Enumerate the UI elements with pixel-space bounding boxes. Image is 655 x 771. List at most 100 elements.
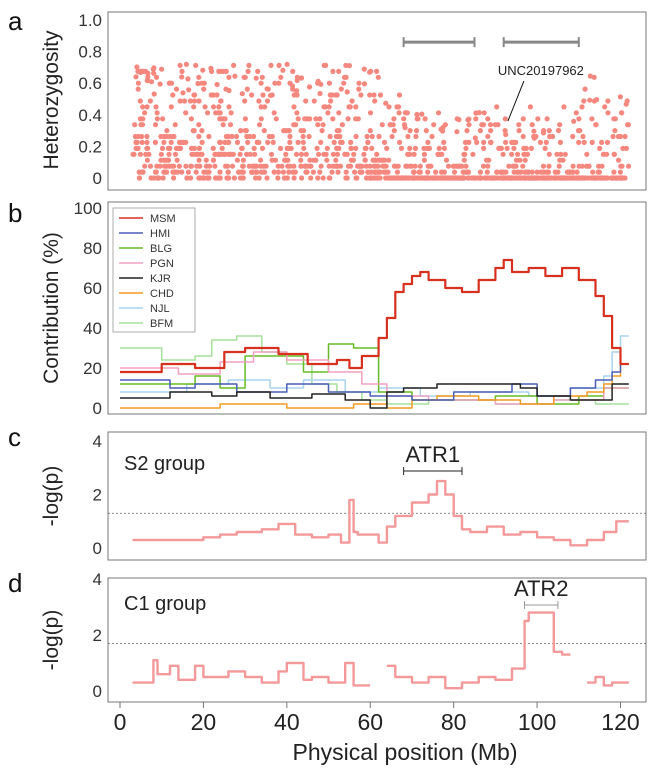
heterozygosity-dot (556, 163, 562, 169)
heterozygosity-dot (263, 163, 269, 169)
heterozygosity-dot (303, 98, 309, 104)
heterozygosity-dot (196, 145, 202, 151)
heterozygosity-dot (442, 122, 448, 128)
heterozygosity-dot (271, 110, 277, 116)
heterozygosity-dot (326, 163, 332, 169)
heterozygosity-dot (363, 145, 369, 151)
heterozygosity-dot (520, 163, 526, 169)
heterozygosity-dot (170, 133, 176, 140)
heterozygosity-dot (617, 133, 624, 140)
heterozygosity-dot (361, 66, 367, 72)
heterozygosity-dot (193, 169, 199, 175)
heterozygosity-dot (166, 151, 172, 157)
heterozygosity-dot (259, 74, 265, 80)
heterozygosity-dot (295, 139, 301, 145)
heterozygosity-dot (540, 130, 547, 136)
heterozygosity-dot (562, 151, 568, 157)
heterozygosity-dot (619, 175, 625, 181)
heterozygosity-dot (191, 92, 197, 98)
heterozygosity-dot (500, 151, 506, 157)
heterozygosity-dot (595, 175, 601, 181)
heterozygosity-dot (196, 157, 202, 163)
heterozygosity-dot (374, 68, 380, 74)
heterozygosity-dot (272, 80, 278, 86)
heterozygosity-dot (462, 139, 469, 145)
heterozygosity-dot (356, 80, 362, 86)
heterozygosity-dot (258, 157, 264, 163)
heterozygosity-dot (298, 151, 305, 157)
heterozygosity-dot (570, 163, 576, 169)
heterozygosity-dot (269, 133, 275, 140)
heterozygosity-dot (194, 163, 200, 169)
heterozygosity-dot (345, 116, 351, 122)
legend-label-msm: MSM (150, 213, 176, 225)
heterozygosity-dot (450, 163, 456, 169)
heterozygosity-dot (487, 175, 494, 181)
x-tick-label: 40 (274, 709, 300, 735)
heterozygosity-dot (314, 145, 320, 151)
heterozygosity-dot (142, 110, 148, 116)
heterozygosity-dot (312, 157, 319, 163)
heterozygosity-dot (587, 73, 594, 79)
heterozygosity-dot (326, 80, 332, 86)
heterozygosity-dot (150, 66, 156, 72)
heterozygosity-dot (291, 175, 297, 181)
heterozygosity-dot (244, 86, 250, 92)
y-tick-label: 40 (83, 319, 102, 338)
pvalue-line-c1 (587, 675, 629, 687)
heterozygosity-dot (511, 169, 517, 175)
heterozygosity-dot (403, 163, 409, 169)
heterozygosity-dot (293, 151, 300, 157)
heterozygosity-dot (258, 80, 264, 86)
heterozygosity-dot (582, 86, 588, 92)
heterozygosity-dot (331, 139, 337, 145)
heterozygosity-dot (203, 157, 209, 163)
heterozygosity-dot (496, 145, 502, 151)
heterozygosity-dot (381, 163, 387, 169)
heterozygosity-dot (353, 133, 359, 140)
heterozygosity-dot (522, 157, 528, 163)
heterozygosity-dot (555, 127, 562, 134)
heterozygosity-dot (445, 163, 452, 169)
heterozygosity-dot (391, 128, 397, 134)
heterozygosity-dot (364, 133, 370, 140)
heterozygosity-dot (130, 151, 136, 157)
heterozygosity-dot (415, 175, 421, 181)
heterozygosity-dot (557, 122, 563, 128)
heterozygosity-dot (500, 175, 507, 181)
heterozygosity-dot (463, 145, 469, 151)
heterozygosity-dot (215, 110, 221, 116)
heterozygosity-dot (134, 139, 140, 145)
heterozygosity-dot (368, 169, 374, 175)
heterozygosity-dot (330, 151, 336, 157)
heterozygosity-dot (574, 169, 580, 175)
y-tick-label: 100 (74, 199, 102, 218)
heterozygosity-dot (361, 81, 368, 87)
panel-b-lines (120, 258, 629, 409)
heterozygosity-dot (240, 157, 246, 163)
legend-label-hmi: HMI (150, 228, 170, 240)
heterozygosity-dot (546, 151, 552, 157)
heterozygosity-dot (158, 151, 164, 157)
heterozygosity-dot (492, 122, 498, 128)
heterozygosity-dot (531, 175, 537, 181)
heterozygosity-dot (144, 139, 150, 145)
heterozygosity-dot (611, 116, 617, 122)
heterozygosity-dot (154, 110, 160, 116)
heterozygosity-dot (261, 169, 267, 175)
heterozygosity-dot (300, 139, 306, 145)
heterozygosity-dot (369, 145, 375, 151)
annotation-pointer (507, 80, 525, 122)
heterozygosity-dot (346, 63, 352, 69)
heterozygosity-dot (413, 128, 420, 134)
heterozygosity-dot (576, 163, 582, 169)
panel-letter-b: b (8, 198, 22, 228)
heterozygosity-dot (261, 128, 267, 134)
heterozygosity-dot (244, 133, 250, 140)
heterozygosity-dot (417, 163, 423, 169)
heterozygosity-dot (359, 169, 365, 175)
heterozygosity-dot (232, 73, 238, 79)
heterozygosity-dot (317, 169, 323, 175)
heterozygosity-dot (423, 128, 429, 134)
heterozygosity-dot (225, 169, 231, 175)
